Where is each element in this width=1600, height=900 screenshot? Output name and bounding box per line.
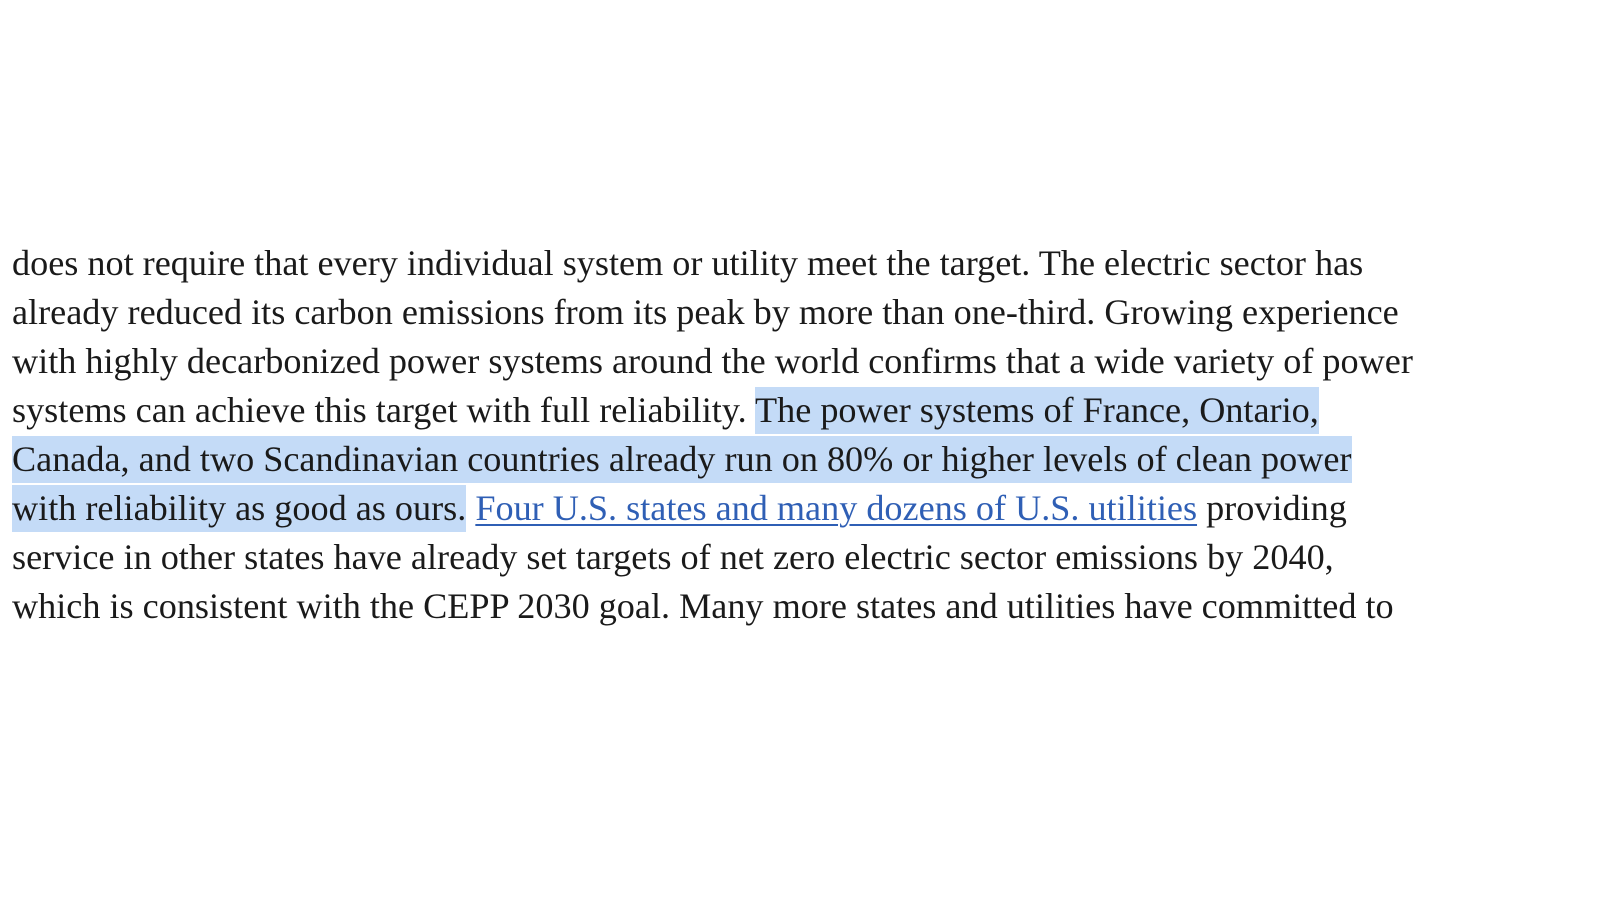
text-segment-plain: systems can achieve this target with ful… <box>12 390 756 430</box>
selected-text-highlight: The power systems of France, Ontario, <box>755 387 1319 434</box>
text-line-4: systems can achieve this target with ful… <box>12 386 1592 435</box>
body-paragraph[interactable]: does not require that every individual s… <box>12 239 1592 631</box>
text-line-3: with highly decarbonized power systems a… <box>12 341 1413 381</box>
text-line-6: with reliability as good as ours. Four U… <box>12 484 1592 533</box>
selected-text-highlight: Canada, and two Scandinavian countries a… <box>12 436 1352 483</box>
text-line-1: does not require that every individual s… <box>12 243 1364 283</box>
text-line-5: Canada, and two Scandinavian countries a… <box>12 435 1592 484</box>
states-utilities-link[interactable]: Four U.S. states and many dozens of U.S.… <box>475 488 1198 528</box>
text-line-2: already reduced its carbon emissions fro… <box>12 292 1399 332</box>
text-line-7: service in other states have already set… <box>12 537 1334 577</box>
text-segment-space <box>466 488 475 528</box>
text-segment-after-link: providing <box>1197 488 1347 528</box>
selected-text-highlight: with reliability as good as ours. <box>12 485 467 532</box>
text-line-8: which is consistent with the CEPP 2030 g… <box>12 586 1394 626</box>
